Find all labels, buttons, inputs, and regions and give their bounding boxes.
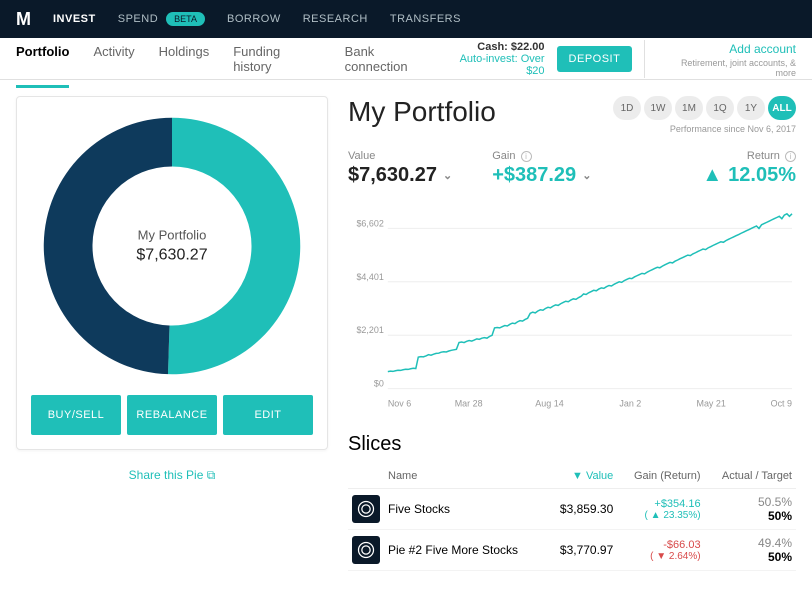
nav-research[interactable]: RESEARCH [303,13,368,25]
svg-text:Aug 14: Aug 14 [535,399,563,409]
svg-text:$6,602: $6,602 [356,218,383,228]
range-1y[interactable]: 1Y [737,96,765,120]
slices-table: Name ▼ Value Gain (Return) Actual / Targ… [348,464,796,571]
metric-gain[interactable]: Gain i +$387.29⌄ [492,150,591,187]
table-row[interactable]: Pie #2 Five More Stocks $3,770.97 -$66.0… [348,530,796,571]
sub-header: Portfolio Activity Holdings Funding hist… [0,38,812,80]
sub-tabs: Portfolio Activity Holdings Funding hist… [16,32,439,86]
range-1m[interactable]: 1M [675,96,703,120]
slice-gain: -$66.03 ( ▼ 2.64%) [617,530,704,571]
up-arrow-icon: ▲ [702,164,722,187]
chevron-down-icon: ⌄ [582,169,591,182]
slice-gain: +$354.16 ( ▲ 23.35%) [617,489,704,530]
beta-badge: BETA [166,12,205,26]
svg-text:$0: $0 [374,379,384,389]
info-icon[interactable]: i [521,151,532,162]
page-title: My Portfolio [348,96,496,128]
svg-text:Nov 6: Nov 6 [388,399,411,409]
performance-since: Performance since Nov 6, 2017 [613,124,796,134]
time-range-selector: 1D1W1M1Q1YALL [613,96,796,120]
col-gain[interactable]: Gain (Return) [617,464,704,489]
nav-transfers[interactable]: TRANSFERS [390,13,461,25]
range-all[interactable]: ALL [768,96,796,120]
metric-value[interactable]: Value $7,630.27⌄ [348,150,452,187]
col-value[interactable]: ▼ Value [545,464,617,489]
add-account-sub: Retirement, joint accounts, & more [659,58,796,78]
cash-block: Cash: $22.00 Auto-invest: Over $20 [439,41,544,77]
svg-text:$4,401: $4,401 [356,272,383,282]
svg-text:$2,201: $2,201 [356,325,383,335]
svg-text:May 21: May 21 [696,399,725,409]
slice-actual-target: 50.5% 50% [705,489,796,530]
donut-value: $7,630.27 [136,247,207,265]
nav-invest[interactable]: INVEST [53,13,96,25]
slice-icon [352,536,380,564]
slice-name: Five Stocks [384,489,545,530]
slice-value: $3,770.97 [545,530,617,571]
cash-label: Cash: $22.00 [439,41,544,53]
add-account-block: Add account Retirement, joint accounts, … [644,40,796,78]
edit-button[interactable]: EDIT [223,395,313,435]
main: My Portfolio $7,630.27 BUY/SELL REBALANC… [0,80,812,587]
share-icon: ⧉ [207,468,216,482]
metrics-row: Value $7,630.27⌄ Gain i +$387.29⌄ Return… [348,150,796,187]
info-icon[interactable]: i [785,151,796,162]
tab-holdings[interactable]: Holdings [159,32,210,86]
deposit-button[interactable]: DEPOSIT [557,46,633,72]
slice-name: Pie #2 Five More Stocks [384,530,545,571]
metric-return: Return i ▲12.05% [702,150,796,187]
chevron-down-icon: ⌄ [443,169,452,182]
tab-funding-history[interactable]: Funding history [233,32,320,86]
slice-value: $3,859.30 [545,489,617,530]
svg-text:Jan 2: Jan 2 [619,399,641,409]
share-pie-link[interactable]: Share this Pie ⧉ [16,468,328,483]
col-name[interactable]: Name [384,464,545,489]
left-column: My Portfolio $7,630.27 BUY/SELL REBALANC… [16,96,328,571]
logo: M [16,9,31,30]
donut-center: My Portfolio $7,630.27 [136,228,207,265]
tab-bank-connection[interactable]: Bank connection [345,32,440,86]
metric-value-label: Value [348,150,452,162]
nav-spend[interactable]: SPEND [118,13,158,25]
donut-chart: My Portfolio $7,630.27 [37,111,307,381]
tab-activity[interactable]: Activity [93,32,134,86]
card-actions: BUY/SELL REBALANCE EDIT [31,395,313,435]
autoinvest-label[interactable]: Auto-invest: Over $20 [439,53,544,77]
rebalance-button[interactable]: REBALANCE [127,395,217,435]
range-1d[interactable]: 1D [613,96,641,120]
table-row[interactable]: Five Stocks $3,859.30 +$354.16 ( ▲ 23.35… [348,489,796,530]
col-actual-target[interactable]: Actual / Target [705,464,796,489]
portfolio-card: My Portfolio $7,630.27 BUY/SELL REBALANC… [16,96,328,450]
nav-borrow[interactable]: BORROW [227,13,281,25]
svg-text:Oct 9: Oct 9 [771,399,792,409]
range-1q[interactable]: 1Q [706,96,734,120]
slice-icon [352,495,380,523]
slices-title: Slices [348,433,796,456]
slice-actual-target: 49.4% 50% [705,530,796,571]
right-panel: My Portfolio 1D1W1M1Q1YALL Performance s… [348,96,796,571]
performance-chart: $0 $2,201 $4,401 $6,602 Nov 6 Mar 28 Aug 14 Jan… [348,203,796,413]
buy-sell-button[interactable]: BUY/SELL [31,395,121,435]
range-1w[interactable]: 1W [644,96,672,120]
metric-return-label: Return i [702,150,796,162]
svg-text:Mar 28: Mar 28 [455,399,483,409]
tab-portfolio[interactable]: Portfolio [16,32,69,88]
donut-name: My Portfolio [136,228,207,243]
add-account-link[interactable]: Add account [729,42,796,56]
metric-gain-label: Gain i [492,150,591,162]
